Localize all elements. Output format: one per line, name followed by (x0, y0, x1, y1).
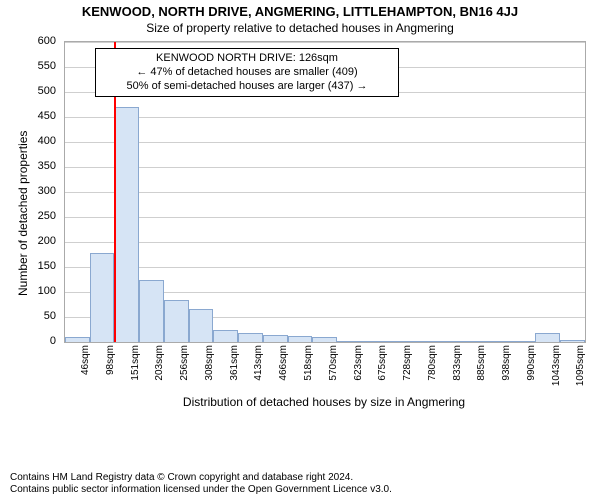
histogram-bar (337, 341, 362, 343)
gridline-h (65, 242, 585, 243)
x-tick-label: 833sqm (452, 345, 463, 381)
x-tick-label: 623sqm (353, 345, 364, 381)
title-sub: Size of property relative to detached ho… (0, 19, 600, 35)
gridline-h (65, 167, 585, 168)
histogram-bar (535, 333, 560, 342)
histogram-bar (238, 333, 263, 342)
histogram-bar (461, 341, 486, 342)
gridline-h (65, 117, 585, 118)
x-tick-label: 990sqm (526, 345, 537, 381)
histogram-bar (560, 340, 585, 342)
y-tick-label: 50 (0, 310, 56, 322)
histogram-bar (114, 107, 139, 342)
footer-line-1: Contains HM Land Registry data © Crown c… (10, 472, 392, 484)
annotation-line-3: 50% of semi-detached houses are larger (… (102, 80, 392, 94)
histogram-bar (263, 335, 288, 343)
histogram-bar (436, 341, 461, 342)
histogram-bar (90, 253, 115, 342)
x-tick-label: 98sqm (105, 345, 116, 375)
histogram-bar (386, 341, 411, 342)
y-tick-label: 500 (0, 85, 56, 97)
gridline-h (65, 142, 585, 143)
histogram-bar (288, 336, 313, 342)
x-tick-label: 938sqm (501, 345, 512, 381)
x-tick-label: 413sqm (253, 345, 264, 381)
histogram-bar (213, 330, 238, 343)
histogram-bar (362, 341, 387, 342)
histogram-bar (65, 337, 90, 343)
histogram-bar (189, 309, 214, 343)
footer-line-2: Contains public sector information licen… (10, 484, 392, 496)
y-tick-label: 100 (0, 285, 56, 297)
annotation-line-2: ← 47% of detached houses are smaller (40… (102, 66, 392, 80)
y-tick-label: 250 (0, 210, 56, 222)
x-tick-label: 1043sqm (551, 345, 562, 386)
x-axis-label: Distribution of detached houses by size … (64, 395, 584, 409)
x-tick-label: 151sqm (130, 345, 141, 381)
plot-region: KENWOOD NORTH DRIVE: 126sqm ← 47% of det… (64, 41, 586, 343)
x-tick-label: 256sqm (179, 345, 190, 381)
annotation-line-1: KENWOOD NORTH DRIVE: 126sqm (102, 52, 392, 66)
y-tick-label: 150 (0, 260, 56, 272)
gridline-h (65, 217, 585, 218)
x-tick-label: 885sqm (476, 345, 487, 381)
y-tick-label: 200 (0, 235, 56, 247)
figure-container: KENWOOD, NORTH DRIVE, ANGMERING, LITTLEH… (0, 0, 600, 500)
y-tick-label: 600 (0, 35, 56, 47)
chart-area: Number of detached properties KENWOOD NO… (0, 41, 600, 401)
x-tick-label: 728sqm (402, 345, 413, 381)
y-tick-label: 450 (0, 110, 56, 122)
y-tick-label: 300 (0, 185, 56, 197)
histogram-bar (139, 280, 164, 343)
title-main: KENWOOD, NORTH DRIVE, ANGMERING, LITTLEH… (0, 0, 600, 19)
gridline-h (65, 192, 585, 193)
histogram-bar (485, 341, 510, 342)
y-tick-label: 350 (0, 160, 56, 172)
gridline-h (65, 42, 585, 43)
histogram-bar (411, 341, 436, 342)
x-tick-label: 675sqm (377, 345, 388, 381)
x-tick-label: 203sqm (154, 345, 165, 381)
x-tick-label: 361sqm (229, 345, 240, 381)
histogram-bar (510, 341, 535, 342)
annotation-box: KENWOOD NORTH DRIVE: 126sqm ← 47% of det… (95, 48, 399, 97)
x-tick-label: 570sqm (328, 345, 339, 381)
histogram-bar (164, 300, 189, 343)
gridline-h (65, 267, 585, 268)
y-tick-label: 0 (0, 335, 56, 347)
x-tick-label: 780sqm (427, 345, 438, 381)
y-tick-label: 550 (0, 60, 56, 72)
x-tick-label: 308sqm (204, 345, 215, 381)
x-tick-label: 1095sqm (575, 345, 586, 386)
y-tick-label: 400 (0, 135, 56, 147)
x-tick-label: 46sqm (80, 345, 91, 375)
x-tick-label: 518sqm (303, 345, 314, 381)
x-tick-label: 466sqm (278, 345, 289, 381)
histogram-bar (312, 337, 337, 342)
footer-attribution: Contains HM Land Registry data © Crown c… (10, 472, 392, 496)
